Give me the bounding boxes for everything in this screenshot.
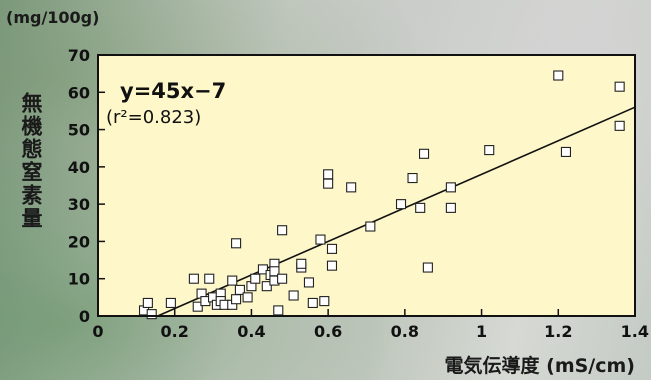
data-point xyxy=(407,172,418,184)
x-tick-label: 0.8 xyxy=(391,322,419,341)
data-point xyxy=(277,273,288,284)
data-point xyxy=(273,305,284,316)
data-point xyxy=(418,148,430,159)
data-point xyxy=(307,297,318,309)
data-point xyxy=(614,120,625,131)
data-point xyxy=(277,225,288,236)
data-point xyxy=(231,294,242,305)
y-tick-label: 70 xyxy=(68,46,90,65)
data-point xyxy=(192,301,203,312)
data-point xyxy=(326,243,338,254)
data-point xyxy=(288,290,299,301)
data-point xyxy=(250,273,261,284)
data-point xyxy=(323,178,334,189)
data-point xyxy=(553,70,564,81)
y-tick-label: 30 xyxy=(68,195,90,214)
r-squared-label: (r²=0.823) xyxy=(106,107,201,128)
data-point xyxy=(346,182,357,193)
plot-frame xyxy=(97,54,636,317)
data-point xyxy=(319,296,330,307)
x-tick-label: 1 xyxy=(476,322,487,341)
x-axis-ticks: 0 0.2 0.4 0.6 0.8 1 1.2 1.4 xyxy=(92,309,649,341)
data-point xyxy=(165,297,176,309)
data-point xyxy=(560,146,572,157)
y-tick-label: 60 xyxy=(68,83,90,102)
data-point xyxy=(614,81,625,92)
data-point xyxy=(188,273,199,284)
data-point xyxy=(142,297,153,309)
data-point xyxy=(204,273,215,284)
data-point xyxy=(227,275,238,286)
x-tick-label: 1.2 xyxy=(544,322,572,341)
y-tick-label: 40 xyxy=(68,158,90,177)
data-point xyxy=(231,238,242,249)
data-point xyxy=(257,264,268,275)
y-tick-label: 20 xyxy=(68,232,90,251)
y-axis-ticks: 0 10 20 30 40 50 60 70 xyxy=(68,46,105,326)
x-tick-label: 0.6 xyxy=(314,322,342,341)
y-unit-label: (mg/100g) xyxy=(6,8,100,27)
data-point xyxy=(242,292,253,303)
data-point xyxy=(146,309,157,320)
y-tick-label: 10 xyxy=(68,270,90,289)
x-tick-label: 0.2 xyxy=(161,322,189,341)
data-point xyxy=(303,277,315,288)
data-point xyxy=(445,182,456,193)
data-point xyxy=(484,145,495,156)
plot-area xyxy=(98,55,635,316)
data-point xyxy=(326,260,338,271)
data-point xyxy=(269,266,280,277)
y-tick-label: 0 xyxy=(79,307,90,326)
data-point xyxy=(296,258,307,269)
x-axis-label: 電気伝導度 (mS/cm) xyxy=(444,355,635,377)
y-axis-label: 無機態窒素量 xyxy=(19,92,43,230)
regression-equation: y=45x−7 xyxy=(120,79,226,103)
data-point xyxy=(261,281,272,292)
y-tick-label: 50 xyxy=(68,121,90,140)
data-point xyxy=(415,202,426,213)
data-point xyxy=(234,284,245,295)
data-point xyxy=(365,221,376,232)
x-tick-label: 0.4 xyxy=(237,322,265,341)
data-point xyxy=(445,202,456,213)
data-point xyxy=(395,199,407,210)
x-tick-label: 1.4 xyxy=(621,322,649,341)
data-point xyxy=(323,169,334,180)
data-point xyxy=(315,234,326,245)
data-point xyxy=(422,262,433,273)
x-tick-label: 0 xyxy=(92,322,103,341)
data-points xyxy=(138,70,625,320)
